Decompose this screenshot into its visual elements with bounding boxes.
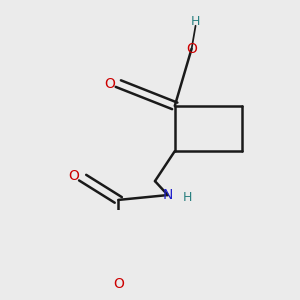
Text: O: O — [186, 42, 197, 56]
Text: H: H — [191, 15, 200, 28]
Text: H: H — [182, 190, 192, 204]
Text: O: O — [104, 76, 115, 91]
Text: N: N — [163, 188, 173, 202]
Text: O: O — [113, 277, 124, 291]
Text: O: O — [68, 169, 79, 182]
